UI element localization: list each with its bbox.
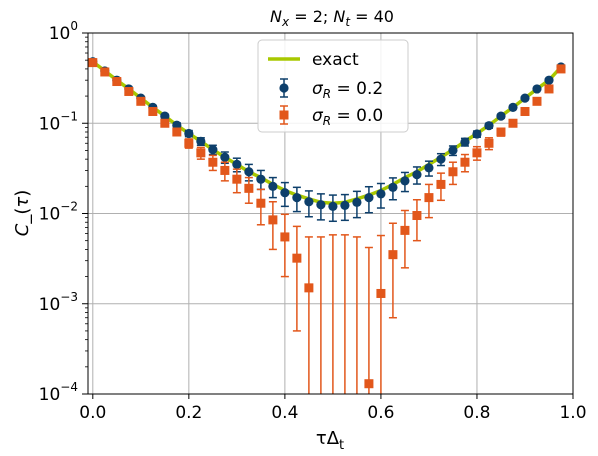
sigma-0.2-point	[472, 129, 482, 139]
sigma-0.2-point	[508, 102, 518, 112]
sigma-0.2-point	[292, 193, 302, 203]
sigma-0.2-point	[232, 159, 242, 169]
sigma-0.0-point	[220, 165, 230, 175]
sigma-0.0-point	[136, 96, 146, 106]
sigma-0.0-point	[520, 106, 530, 116]
sigma-0.2-point	[364, 193, 374, 203]
x-tick-label: 0.8	[463, 403, 490, 423]
x-tick-label: 0.0	[79, 403, 106, 423]
sigma-0.2-point	[460, 137, 470, 147]
sigma-0.2-point	[280, 188, 290, 198]
x-tick-label: 0.4	[271, 403, 298, 423]
sigma-0.0-point	[292, 253, 302, 263]
sigma-0.2-point	[196, 136, 206, 146]
sigma-0.0-point	[232, 174, 242, 184]
legend-exact-label: exact	[312, 50, 359, 70]
sigma-0.0-point	[412, 211, 422, 221]
sigma-0.2-point	[304, 197, 314, 207]
sigma-0.2-point	[328, 201, 338, 211]
sigma-0.2-point	[532, 84, 542, 94]
legend-sigma-0.2-marker	[279, 83, 289, 93]
legend: exact σR = 0.2 σR = 0.0	[257, 39, 409, 133]
sigma-0.0-point	[388, 250, 398, 260]
sigma-0.0-point	[448, 167, 458, 177]
sigma-0.0-point	[472, 148, 482, 158]
x-tick-label: 0.6	[367, 403, 394, 423]
sigma-0.2-point	[160, 111, 170, 121]
sigma-0.0-point	[244, 183, 254, 193]
sigma-0.0-point	[100, 67, 110, 77]
sigma-0.2-point	[388, 182, 398, 192]
sigma-0.0-point	[184, 138, 194, 148]
sigma-0.0-point	[268, 215, 278, 225]
y-tick-label: 10−4	[39, 380, 78, 405]
chart-title: Nx = 2; Nt = 40	[270, 7, 394, 29]
y-tick-label: 10−1	[39, 109, 78, 134]
x-tick-label: 0.2	[175, 403, 202, 423]
sigma-0.2-point	[400, 176, 410, 186]
sigma-0.2-point	[436, 154, 446, 164]
sigma-0.2-point	[340, 200, 350, 210]
sigma-0.0-point	[124, 86, 134, 96]
sigma-0.0-point	[88, 58, 98, 68]
sigma-0.0-point	[532, 96, 542, 106]
sigma-0.2-point	[316, 200, 326, 210]
series-exact-line	[91, 60, 563, 205]
sigma-0.2-point	[544, 75, 554, 85]
y-tick-label: 10−3	[39, 290, 78, 315]
sigma-0.0-point	[556, 64, 566, 74]
sigma-0.2-point	[424, 163, 434, 173]
sigma-0.2-point	[496, 111, 506, 121]
sigma-0.0-point	[172, 127, 182, 137]
y-tick-label: 100	[49, 19, 78, 44]
sigma-0.2-point	[184, 128, 194, 139]
sigma-0.2-point	[484, 121, 494, 131]
sigma-0.0-point	[400, 225, 410, 235]
legend-sigma-0.0-marker	[279, 110, 289, 120]
sigma-0.0-point	[304, 283, 314, 293]
sigma-0.0-point	[544, 84, 554, 94]
sigma-0.2-point	[520, 93, 530, 103]
x-tick-label: 1.0	[559, 403, 586, 423]
sigma-0.0-point	[484, 138, 494, 148]
y-axis-label: C_(τ)	[12, 190, 33, 236]
sigma-0.0-point	[256, 198, 266, 208]
sigma-0.0-point	[160, 118, 170, 128]
sigma-0.0-point	[508, 118, 518, 128]
sigma-0.2-point	[352, 197, 362, 207]
legend-sigma-0.0-label: σR = 0.0	[312, 106, 383, 128]
legend-box	[257, 39, 409, 133]
x-axis: 0.0 0.2 0.4 0.6 0.8 1.0	[79, 394, 587, 423]
sigma-0.0-point	[376, 288, 386, 298]
sigma-0.0-point	[148, 106, 158, 116]
sigma-0.0-point	[196, 148, 206, 158]
sigma-0.0-point	[112, 77, 122, 87]
sigma-0.2-point	[268, 181, 278, 191]
sigma-0.2-point	[208, 145, 218, 155]
sigma-0.0-point	[364, 379, 374, 389]
sigma-0.0-point	[280, 232, 290, 242]
y-axis: 100 10−1 10−2 10−3 10−4	[39, 19, 88, 405]
sigma-0.2-point	[220, 152, 230, 162]
sigma-0.0-point	[436, 179, 446, 189]
sigma-0.2-point	[256, 174, 266, 184]
sigma-0.2-point	[376, 189, 386, 199]
sigma-0.0-point	[424, 193, 434, 203]
sigma-0.0-point	[460, 157, 470, 167]
x-axis-label: τΔt	[316, 428, 344, 453]
sigma-0.0-point	[208, 157, 218, 167]
sigma-0.0-point	[496, 127, 506, 137]
sigma-0.2-point	[448, 145, 458, 156]
sigma-0.2-point	[244, 167, 254, 177]
legend-sigma-0.2-label: σR = 0.2	[312, 79, 383, 101]
y-tick-label: 10−2	[39, 200, 78, 225]
sigma-0.2-point	[412, 169, 422, 180]
